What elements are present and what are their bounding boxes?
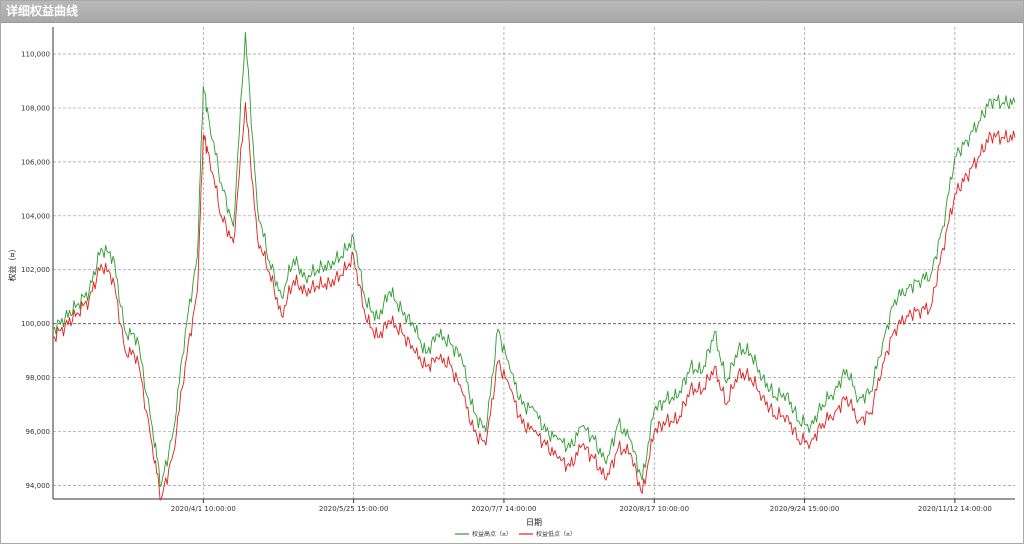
- y-tick-label: 108,000: [21, 104, 50, 112]
- y-tick-label: 102,000: [21, 266, 50, 274]
- legend-entry: 权益高点（¤）: [472, 530, 512, 538]
- window-title: 详细权益曲线: [6, 4, 79, 18]
- series-line-high: [52, 31, 1016, 488]
- y-tick-label: 94,000: [26, 482, 51, 490]
- series-line-low: [52, 102, 1016, 501]
- x-tick-label: 2020/4/1 10:00:00: [171, 505, 236, 513]
- x-axis-title: 日期: [526, 518, 542, 527]
- y-tick-label: 98,000: [26, 374, 51, 382]
- y-tick-label: 96,000: [26, 428, 51, 436]
- x-tick-label: 2020/7/7 14:00:00: [471, 505, 536, 513]
- equity-curve-chart: 94,000 96,000 98,000 100,000 102,000 104,000 1…: [7, 27, 1016, 538]
- y-axis-title: 权益（¤）: [7, 244, 17, 281]
- x-tick-label: 2020/11/12 14:00:00: [918, 505, 992, 513]
- y-tick-label: 104,000: [21, 212, 50, 220]
- title-bar: 详细权益曲线: [1, 1, 1023, 23]
- legend-entry: 权益低点（¤）: [536, 530, 576, 538]
- y-tick-label: 106,000: [21, 158, 50, 166]
- y-tick-label: 100,000: [21, 320, 50, 328]
- x-tick-label: 2020/9/24 15:00:00: [770, 505, 840, 513]
- x-tick-label: 2020/8/17 10:00:00: [619, 505, 689, 513]
- y-tick-label: 110,000: [21, 50, 50, 58]
- x-tick-label: 2020/5/25 15:00:00: [319, 505, 389, 513]
